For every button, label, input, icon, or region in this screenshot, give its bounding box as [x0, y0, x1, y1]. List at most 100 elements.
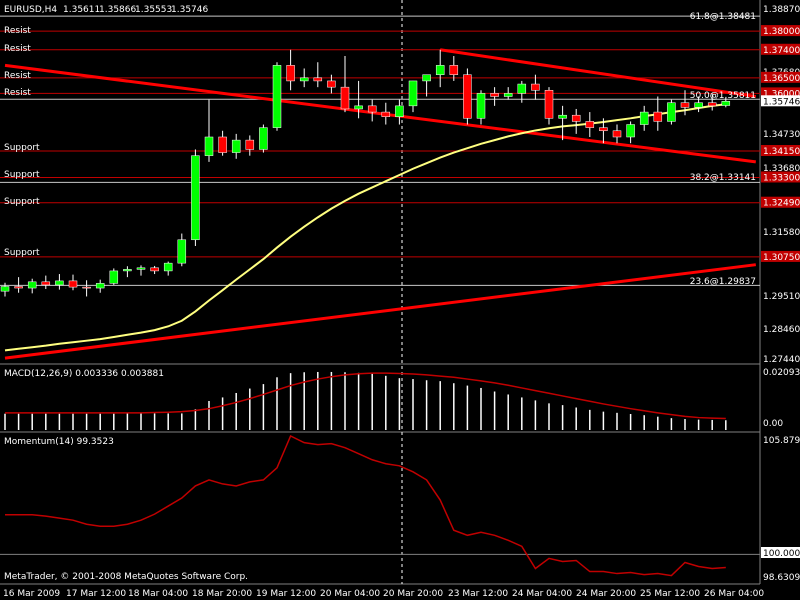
candle-body — [354, 105, 363, 110]
candle-body — [218, 136, 227, 153]
level-badge-text: 1.32490 — [763, 199, 800, 209]
level-badge-bg — [761, 145, 800, 157]
trendlines-layer — [4, 48, 757, 360]
candle-body — [245, 139, 255, 150]
main-header: EURUSD,H4 1.35611 1.35866 1.35553 1.3574… — [4, 5, 208, 15]
current-price-badge-bg — [761, 95, 800, 107]
price-tick-2: 1.34730 — [763, 130, 800, 140]
candle-body — [653, 111, 663, 122]
level-badge-bg — [761, 25, 800, 37]
price-tick-7: 1.27440 — [763, 355, 800, 365]
trendline — [4, 63, 756, 164]
price-axis: 1.38870 1.37680 1.34730 1.33680 1.31580 … — [761, 5, 800, 365]
level-badge-text: 1.34150 — [763, 147, 800, 157]
level-badge-bg — [761, 71, 800, 83]
level-badge-bg — [761, 196, 800, 208]
candle-body — [177, 239, 187, 264]
levels-layer — [0, 15, 760, 286]
candle-body — [558, 114, 567, 119]
candle-body — [476, 93, 486, 119]
candle-body — [299, 77, 309, 82]
momentum-axis-top: 105.8792 — [763, 436, 800, 446]
candle-body — [544, 90, 554, 119]
candle-body — [626, 124, 635, 138]
time-tick-1: 17 Mar 12:00 — [66, 589, 126, 599]
candle-body — [517, 83, 527, 94]
resist-label-3: Resist — [4, 71, 31, 81]
candle-body — [531, 83, 540, 91]
frames — [0, 0, 761, 585]
candle-body — [340, 86, 350, 110]
candle-body — [680, 102, 690, 108]
candle-body — [395, 105, 404, 117]
time-tick-6: 20 Mar 20:00 — [383, 589, 443, 599]
price-tick-4: 1.31580 — [763, 228, 800, 238]
candle-body — [313, 77, 323, 82]
candle-body — [599, 127, 608, 132]
price-tick-6: 1.28460 — [763, 325, 800, 335]
candle-body — [435, 65, 445, 75]
candle-body — [408, 80, 418, 107]
candle-body — [639, 111, 649, 125]
candle-body — [41, 281, 51, 286]
level-badge-text: 1.37400 — [763, 46, 800, 56]
level-badge-text: 1.38000 — [763, 27, 800, 37]
macd-axis-top: 0.020937 — [763, 368, 800, 378]
current-price-badge-text: 1.35746 — [763, 97, 800, 107]
candle-body — [463, 74, 472, 119]
ohlc-high: 1.35866 — [99, 5, 136, 15]
candle-body — [272, 65, 282, 128]
candle-body — [612, 130, 622, 138]
moving-average-layer — [4, 103, 726, 352]
candle-body — [259, 127, 268, 150]
candle-body — [109, 270, 119, 284]
momentum-panel — [0, 434, 760, 577]
copyright-text: MetaTrader, © 2001-2008 MetaQuotes Softw… — [4, 572, 248, 582]
candle-body — [95, 283, 105, 289]
candle-body — [231, 139, 241, 153]
macd-signal-line — [5, 372, 726, 420]
candle-body — [667, 102, 676, 122]
price-tick-0: 1.38870 — [763, 5, 800, 15]
level-badge-bg — [761, 171, 800, 183]
price-level-badges: 1.38000 1.37400 1.36500 1.36000 1.34150 1.333… — [761, 25, 800, 263]
candle-body — [694, 102, 703, 108]
level-badge-bg — [761, 87, 800, 99]
candle-body — [422, 74, 431, 82]
candle-body — [327, 80, 336, 88]
candle-body — [150, 267, 159, 272]
ohlc-low: 1.35553 — [135, 5, 172, 15]
macd-axis-bottom: 0.00 — [763, 419, 783, 429]
candle-body — [585, 121, 595, 128]
trendline — [439, 48, 757, 98]
level-badge-text: 1.30750 — [763, 253, 800, 263]
momentum-level-badge-bg — [761, 547, 800, 558]
fib-236-label: 23.6@1.29837 — [690, 277, 756, 287]
price-tick-5: 1.29510 — [763, 292, 800, 302]
time-tick-8: 24 Mar 04:00 — [512, 589, 572, 599]
ohlc-close: 1.35746 — [171, 5, 208, 15]
ohlc-open: 1.35611 — [63, 5, 100, 15]
time-tick-0: 16 Mar 2009 — [3, 589, 60, 599]
time-tick-7: 23 Mar 12:00 — [448, 589, 508, 599]
time-tick-2: 18 Mar 04:00 — [128, 589, 188, 599]
macd-panel — [4, 371, 727, 430]
candle-body — [286, 65, 295, 82]
candle-body — [204, 136, 214, 156]
candle-body — [191, 155, 200, 241]
time-tick-11: 26 Mar 04:00 — [704, 589, 764, 599]
candle-body — [503, 93, 513, 97]
support-label-4: Support — [4, 248, 40, 258]
candle-body — [0, 286, 10, 292]
momentum-axis-bottom: 98.6309 — [763, 573, 800, 583]
momentum-line — [5, 434, 726, 577]
fib-500-label: 50.0@1.35811 — [690, 91, 756, 101]
fib-618-label: 61.8@1.38481 — [690, 12, 756, 22]
price-tick-3: 1.33680 — [763, 164, 800, 174]
level-text-labels: Resist Resist Resist Resist Support Supp… — [4, 12, 756, 287]
candle-body — [163, 262, 173, 272]
support-label-1: Support — [4, 143, 40, 153]
level-badge-text: 1.33300 — [763, 173, 800, 183]
momentum-axis-level: 100.0000 — [763, 549, 800, 559]
